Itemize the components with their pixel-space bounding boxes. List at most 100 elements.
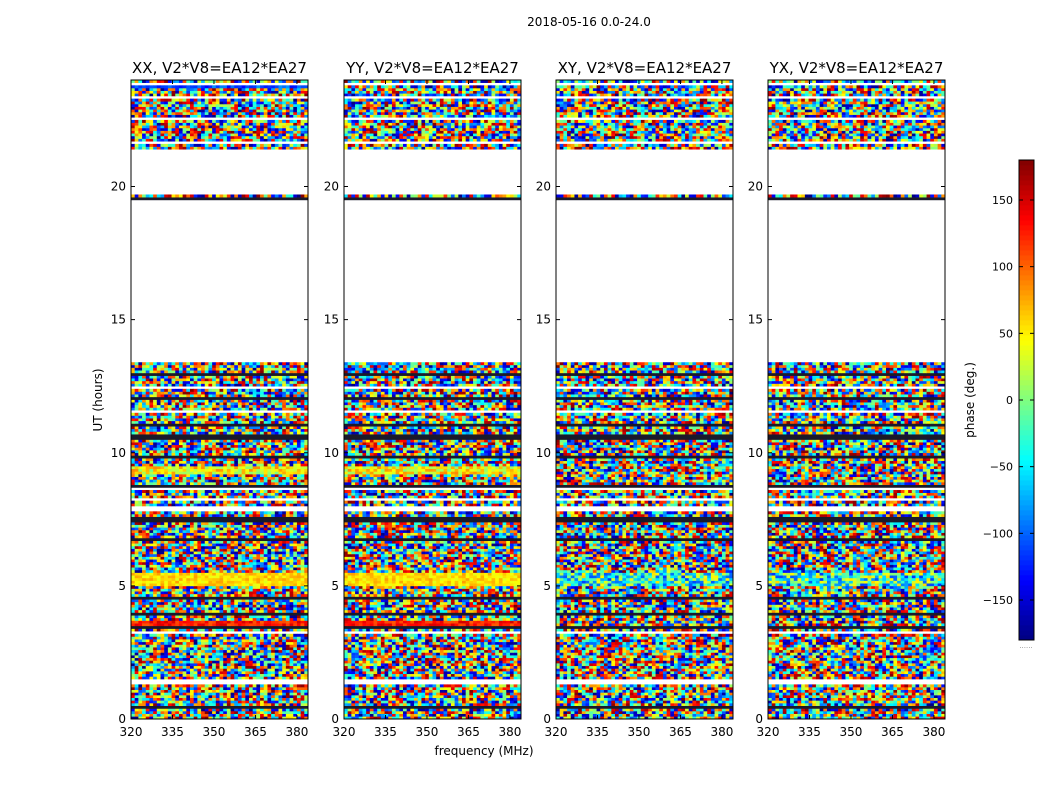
colorbar-segment: [1019, 275, 1034, 280]
y-tick-label: 20: [536, 180, 551, 194]
colorbar-tick-label: 50: [999, 327, 1013, 340]
figure-suptitle: 2018-05-16 0.0-24.0: [527, 15, 651, 29]
colorbar-segment: [1019, 410, 1034, 415]
colorbar-segment: [1019, 590, 1034, 595]
colorbar-segment: [1019, 225, 1034, 230]
colorbar-segment: [1019, 485, 1034, 490]
y-tick-label: 10: [748, 446, 763, 460]
x-tick-label: 335: [374, 725, 397, 739]
y-tick-label: 15: [536, 313, 551, 327]
x-tick-label: 335: [161, 725, 184, 739]
y-tick-label: 15: [748, 313, 763, 327]
x-tick-label: 350: [203, 725, 226, 739]
colorbar-segment: [1019, 160, 1034, 165]
x-tick-label: 320: [333, 725, 356, 739]
colorbar-segment: [1019, 250, 1034, 255]
colorbar-tick-label: 0: [1006, 394, 1013, 407]
colorbar-segment: [1019, 290, 1034, 295]
colorbar-segment: [1019, 625, 1034, 630]
colorbar-tick-label: −150: [983, 594, 1013, 607]
colorbar-segment: [1019, 185, 1034, 190]
colorbar-segment: [1019, 520, 1034, 525]
colorbar-segment: [1019, 545, 1034, 550]
y-tick-label: 15: [111, 313, 126, 327]
x-tick-label: 380: [710, 725, 733, 739]
colorbar-segment: [1019, 495, 1034, 500]
colorbar-segment: [1019, 565, 1034, 570]
colorbar-segment: [1019, 470, 1034, 475]
x-axis-label: frequency (MHz): [434, 744, 533, 758]
y-tick-label: 5: [331, 579, 339, 593]
colorbar-segment: [1019, 555, 1034, 560]
colorbar-segment: [1019, 230, 1034, 235]
colorbar-segment: [1019, 165, 1034, 170]
colorbar-segment: [1019, 440, 1034, 445]
y-tick-label: 0: [331, 712, 339, 726]
y-tick-label: 0: [755, 712, 763, 726]
colorbar-segment: [1019, 600, 1034, 605]
colorbar-segment: [1019, 535, 1034, 540]
colorbar-segment: [1019, 340, 1034, 345]
colorbar-segment: [1019, 575, 1034, 580]
panel-yy: YY, V2*V8=EA12*EA27 320 335 350 365 380 0 5 10 15…: [324, 59, 522, 739]
colorbar-segment: [1019, 450, 1034, 455]
colorbar-segment: [1019, 390, 1034, 395]
colorbar-segment: [1019, 430, 1034, 435]
y-tick-label: 10: [324, 446, 339, 460]
colorbar-segment: [1019, 210, 1034, 215]
colorbar-segment: [1019, 180, 1034, 185]
y-tick-label: 5: [755, 579, 763, 593]
colorbar-segment: [1019, 170, 1034, 175]
panel-title: YY, V2*V8=EA12*EA27: [345, 59, 519, 77]
colorbar-segment: [1019, 510, 1034, 515]
heatmap-image: [768, 80, 945, 719]
colorbar-segment: [1019, 325, 1034, 330]
colorbar-segment: [1019, 235, 1034, 240]
colorbar-segment: [1019, 335, 1034, 340]
colorbar-segment: [1019, 355, 1034, 360]
colorbar-segment: [1019, 505, 1034, 510]
x-tick-label: 380: [498, 725, 521, 739]
x-tick-label: 350: [628, 725, 651, 739]
x-tick-label: 320: [757, 725, 780, 739]
colorbar-segment: [1019, 560, 1034, 565]
y-tick-label: 10: [111, 446, 126, 460]
y-axis-label: UT (hours): [91, 368, 105, 431]
x-tick-label: 350: [416, 725, 439, 739]
y-tick-label: 20: [111, 180, 126, 194]
colorbar-segment: [1019, 630, 1034, 635]
colorbar-segment: [1019, 530, 1034, 535]
x-tick-label: 320: [545, 725, 568, 739]
colorbar-segment: [1019, 270, 1034, 275]
colorbar-segment: [1019, 585, 1034, 590]
colorbar-segment: [1019, 320, 1034, 325]
colorbar-segment: [1019, 175, 1034, 180]
colorbar-segment: [1019, 490, 1034, 495]
colorbar-segment: [1019, 605, 1034, 610]
y-tick-label: 10: [536, 446, 551, 460]
colorbar-segment: [1019, 515, 1034, 520]
colorbar-segment: [1019, 570, 1034, 575]
colorbar-segment: [1019, 360, 1034, 365]
y-tick-label: 0: [543, 712, 551, 726]
colorbar-segment: [1019, 370, 1034, 375]
colorbar-segment: [1019, 365, 1034, 370]
y-tick-label: 15: [324, 313, 339, 327]
colorbar-segment: [1019, 375, 1034, 380]
heatmap-image: [556, 80, 733, 719]
colorbar-segment: [1019, 280, 1034, 285]
colorbar-segment: [1019, 420, 1034, 425]
panel-title: XY, V2*V8=EA12*EA27: [558, 59, 732, 77]
colorbar-segment: [1019, 610, 1034, 615]
colorbar-segment: [1019, 540, 1034, 545]
x-tick-label: 335: [798, 725, 821, 739]
colorbar-segment: [1019, 620, 1034, 625]
colorbar-segment: [1019, 300, 1034, 305]
x-tick-label: 380: [922, 725, 945, 739]
colorbar-segment: [1019, 220, 1034, 225]
x-tick-label: 365: [457, 725, 480, 739]
colorbar-segment: [1019, 310, 1034, 315]
